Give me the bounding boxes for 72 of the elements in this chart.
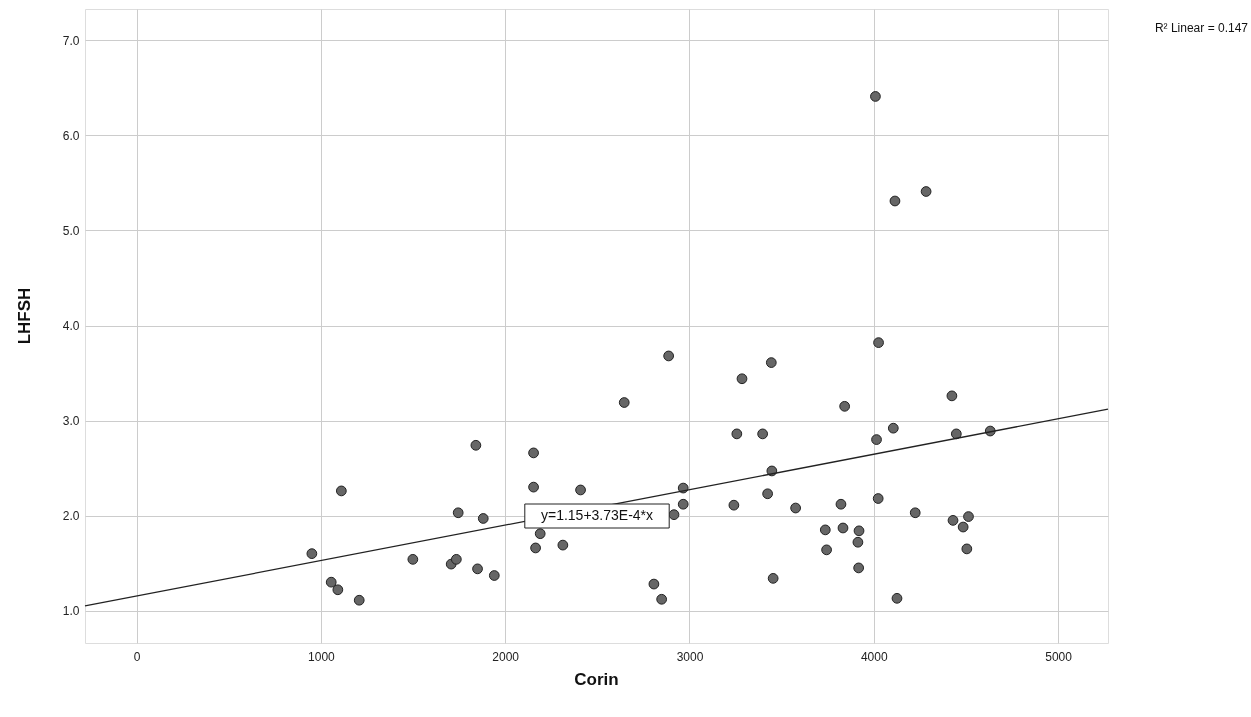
point (530, 542, 541, 554)
point (656, 593, 668, 605)
x-tick-label: 4000 (860, 649, 888, 664)
point (889, 195, 901, 207)
point (452, 507, 464, 519)
point (872, 493, 884, 504)
point (618, 397, 630, 408)
point (648, 578, 660, 590)
point (871, 434, 882, 445)
x-tick-label: 3000 (676, 649, 704, 664)
point (731, 428, 743, 440)
point (306, 548, 318, 560)
point (920, 186, 932, 197)
point (407, 553, 419, 565)
text: R² Linear = 0.147 (1154, 21, 1249, 35)
point (668, 509, 680, 521)
point (853, 525, 865, 537)
point (957, 521, 969, 533)
point (325, 576, 337, 588)
point (790, 502, 801, 514)
point (963, 511, 974, 522)
point (450, 553, 462, 565)
x-tick-label: 1000 (308, 649, 336, 664)
point (891, 592, 903, 604)
point (852, 536, 864, 548)
point (528, 481, 539, 493)
x-tick-label: 5000 (1045, 649, 1073, 664)
point (353, 594, 365, 606)
annotation: y=1.15+3.73E-4*x (540, 507, 654, 523)
point (728, 499, 740, 511)
y-tick-label: 1.0 (62, 604, 80, 619)
point (534, 528, 546, 540)
point (835, 498, 847, 510)
point (839, 400, 851, 412)
point (332, 584, 344, 596)
point (873, 337, 884, 348)
y-tick-label: 4.0 (62, 319, 80, 334)
point (528, 447, 539, 459)
point (488, 570, 500, 581)
point (477, 513, 489, 524)
x-tick-label: 2000 (492, 649, 520, 664)
point (909, 507, 921, 519)
y-tick-label: 7.0 (62, 33, 80, 48)
point (870, 91, 881, 102)
x-axis-title: Corin (574, 670, 619, 689)
y-axis-title: LHFSH (15, 287, 34, 345)
point (947, 515, 959, 526)
point (736, 373, 748, 385)
point (767, 573, 779, 584)
point (837, 522, 849, 534)
point (853, 562, 865, 574)
y-tick-label: 3.0 (62, 414, 80, 429)
point (557, 539, 569, 551)
point (819, 524, 831, 536)
point (470, 439, 482, 451)
y-tick-label: 5.0 (62, 223, 80, 238)
point (575, 484, 586, 496)
point (677, 498, 689, 510)
y-tick-label: 6.0 (62, 128, 80, 143)
point (821, 544, 832, 556)
point (335, 485, 347, 497)
point (887, 422, 899, 434)
point (762, 488, 773, 500)
point (961, 543, 973, 555)
point (472, 563, 483, 575)
y-tick-label: 2.0 (62, 509, 80, 524)
x-tick-label: 0 (133, 649, 141, 664)
point (765, 357, 777, 368)
point (946, 390, 958, 402)
point (663, 350, 675, 362)
point (757, 428, 769, 440)
point (950, 428, 962, 440)
